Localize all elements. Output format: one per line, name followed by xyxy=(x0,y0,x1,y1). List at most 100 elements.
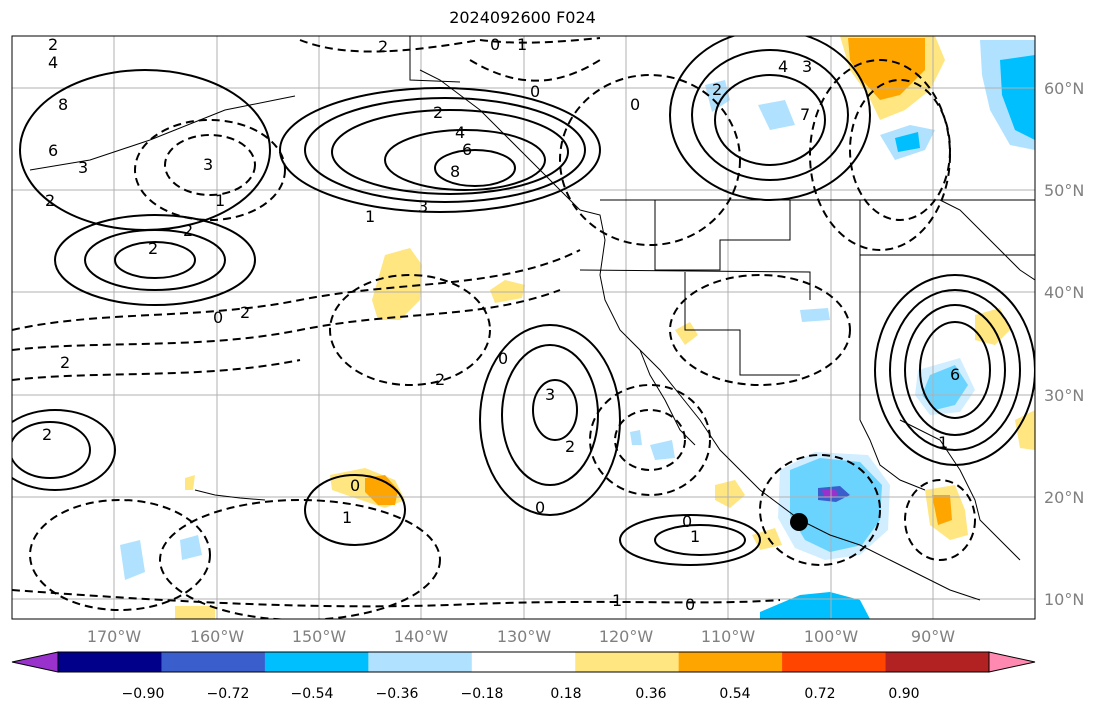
map-title: 2024092600 F024 xyxy=(449,8,596,27)
contour-label: 4 xyxy=(48,53,58,72)
lon-label: 110°W xyxy=(701,627,756,646)
lat-label: 20°N xyxy=(1044,488,1084,507)
shade-positive-140w xyxy=(372,248,422,320)
contour-dashed xyxy=(479,37,601,44)
contour-dashed xyxy=(669,274,851,386)
contour-solid xyxy=(54,214,256,306)
contour-label: 6 xyxy=(48,141,58,160)
shade-light-bc2 xyxy=(758,100,795,130)
contour-dashed xyxy=(329,274,491,386)
graticule xyxy=(12,36,1035,619)
contour-dashed xyxy=(159,499,441,619)
colorbar-swatch xyxy=(264,652,369,672)
shade-positive-east-coast xyxy=(1015,410,1035,450)
shade-positive-baja xyxy=(675,322,698,345)
contour-label: 7 xyxy=(800,105,810,124)
contour-solid xyxy=(479,324,621,516)
contour-dashed xyxy=(589,384,711,496)
contour-label: 2 xyxy=(240,303,250,322)
contour-solid xyxy=(919,321,991,419)
contour-solid xyxy=(84,229,226,291)
lat-label: 50°N xyxy=(1044,181,1084,200)
contour-label: 0 xyxy=(530,82,540,101)
contour-solid xyxy=(669,36,871,201)
colorbar-tick: −0.54 xyxy=(291,686,334,702)
shade-light-sw xyxy=(120,540,145,580)
latitude-labels: 60°N 50°N 40°N 30°N 20°N 10°N xyxy=(1044,79,1084,609)
contour-solid xyxy=(114,241,196,279)
contour-label: 2 xyxy=(435,370,445,389)
colorbar-tick: −0.90 xyxy=(122,686,165,702)
contour-dashed xyxy=(164,134,256,196)
contour-label: 2 xyxy=(712,80,722,99)
shade-negative-ne xyxy=(1000,55,1035,140)
lon-label: 90°W xyxy=(911,627,955,646)
contour-label: 1 xyxy=(215,191,225,210)
contour-label: 6 xyxy=(462,140,472,159)
contour-label: 3 xyxy=(203,155,213,174)
contour-dashed xyxy=(134,119,286,221)
map-frame xyxy=(11,35,1036,620)
contour-label: 1 xyxy=(342,508,352,527)
shade-light-se xyxy=(915,358,975,415)
contour-dashed xyxy=(12,359,301,381)
contour-dashed xyxy=(904,479,976,561)
colorbar-extend-low xyxy=(11,651,59,673)
contour-label: 1 xyxy=(938,433,948,452)
contour-solid xyxy=(714,74,826,166)
colorbar-swatch xyxy=(782,652,887,672)
lat-label: 60°N xyxy=(1044,79,1084,98)
shade-positive-bottom xyxy=(175,606,215,619)
contour-label: 4 xyxy=(455,123,465,142)
shade-light-sw-us xyxy=(800,308,830,322)
contour-label: 2 xyxy=(42,425,52,444)
contour-dashed xyxy=(559,74,741,246)
contour-solid xyxy=(304,474,406,546)
contours xyxy=(12,36,1035,619)
shaded-fields xyxy=(120,36,1035,619)
colorbar-tick: 0.72 xyxy=(804,686,835,702)
contour-label: 3 xyxy=(802,57,812,76)
contour-label: 2 xyxy=(183,221,193,240)
shade-negative-canada xyxy=(895,132,920,152)
contour-label: 2 xyxy=(378,37,388,56)
shade-positive-mex xyxy=(715,480,745,508)
contour-label: 0 xyxy=(490,35,500,54)
lon-label: 140°W xyxy=(394,627,449,646)
colorbar-swatch xyxy=(161,652,266,672)
colorbar-tick: −0.72 xyxy=(207,686,250,702)
contour-label: 1 xyxy=(517,35,527,54)
colorbar-swatch xyxy=(885,652,990,672)
contour-label: 1 xyxy=(365,207,375,226)
colorbar-tick: 0.54 xyxy=(719,686,750,702)
contour-label: 2 xyxy=(48,35,58,54)
colorbar-swatch xyxy=(678,652,783,672)
contour-label: 0 xyxy=(685,595,695,614)
shade-light-sw2 xyxy=(180,535,202,560)
lon-label: 170°W xyxy=(87,627,142,646)
contour-label: 2 xyxy=(433,103,443,122)
colorbar-swatch xyxy=(58,652,162,672)
shade-light-baja-s2 xyxy=(630,430,642,445)
contour-label: 4 xyxy=(778,57,788,76)
contour-label: 3 xyxy=(418,197,428,216)
contour-label: 0 xyxy=(630,95,640,114)
contour-solid xyxy=(691,49,849,181)
colorbar-outline xyxy=(57,651,990,673)
contour-solid xyxy=(904,304,1006,436)
shade-light-baja-s xyxy=(650,440,675,460)
shade-light-100w xyxy=(778,452,890,560)
contour-dashed xyxy=(12,289,561,351)
contour-label: 1 xyxy=(690,527,700,546)
contour-label: 8 xyxy=(58,95,68,114)
shade-positive-small xyxy=(185,475,195,490)
lat-label: 10°N xyxy=(1044,590,1084,609)
colorbar-tick-labels: −0.90 −0.72 −0.54 −0.36 −0.18 0.18 0.36 … xyxy=(122,686,920,702)
contour-solid xyxy=(279,87,601,213)
lon-label: 120°W xyxy=(599,627,654,646)
contour-solid xyxy=(874,274,1035,466)
contour-solid xyxy=(331,109,569,195)
contour-solid xyxy=(532,379,578,441)
contour-label: 1 xyxy=(612,591,622,610)
